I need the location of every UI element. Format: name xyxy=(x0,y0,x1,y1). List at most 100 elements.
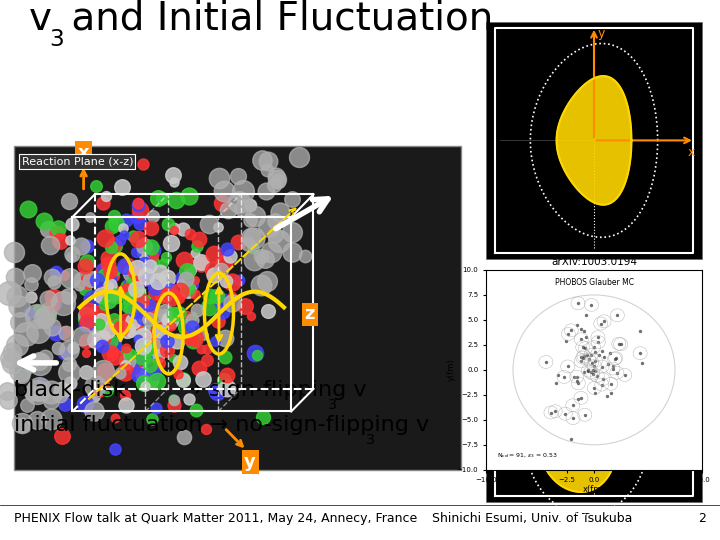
Point xyxy=(121,317,132,326)
Point xyxy=(187,337,199,346)
Point xyxy=(144,361,156,369)
Point xyxy=(583,355,595,364)
Point xyxy=(575,357,587,366)
Point xyxy=(578,368,590,376)
Point xyxy=(609,354,621,363)
Point xyxy=(158,258,169,267)
Point xyxy=(184,334,195,342)
Point xyxy=(184,192,195,201)
Point xyxy=(140,345,152,353)
Point xyxy=(109,292,121,301)
Point xyxy=(52,344,63,353)
Point xyxy=(45,414,57,423)
Point xyxy=(183,284,194,292)
Point xyxy=(76,332,87,340)
Point xyxy=(212,223,224,232)
Point xyxy=(246,232,257,241)
Point xyxy=(571,376,582,385)
Point xyxy=(89,382,100,390)
Text: x: x xyxy=(78,144,89,162)
Point xyxy=(178,433,189,441)
Point xyxy=(120,361,131,369)
Point xyxy=(2,395,14,404)
Point xyxy=(148,369,160,378)
Point xyxy=(101,326,112,335)
Point xyxy=(147,415,158,424)
Point xyxy=(160,293,171,301)
Point xyxy=(261,166,273,174)
Point xyxy=(130,267,141,276)
Point xyxy=(105,337,117,346)
Point xyxy=(156,336,167,345)
Point xyxy=(45,388,57,396)
Text: y: y xyxy=(598,27,605,40)
Point xyxy=(81,336,92,345)
Point xyxy=(98,270,109,279)
Point xyxy=(605,380,616,388)
Point xyxy=(121,325,132,334)
Point xyxy=(201,356,212,364)
Point xyxy=(163,315,174,324)
Point xyxy=(4,354,16,362)
Point xyxy=(177,375,189,384)
Point xyxy=(168,226,179,234)
Point xyxy=(233,238,244,246)
Point xyxy=(31,416,42,424)
Point xyxy=(65,379,76,388)
Point xyxy=(152,194,163,202)
Point xyxy=(86,275,97,284)
Point xyxy=(45,397,57,406)
Point xyxy=(109,267,121,276)
Point xyxy=(127,231,139,240)
Point xyxy=(133,365,145,374)
Point xyxy=(63,367,75,376)
Point xyxy=(161,286,173,295)
Point xyxy=(50,300,62,308)
Point xyxy=(132,235,144,244)
Point xyxy=(226,299,238,308)
Point xyxy=(33,357,45,366)
Point xyxy=(217,199,228,207)
Point xyxy=(111,320,122,328)
Point xyxy=(287,228,298,237)
Point xyxy=(558,373,570,381)
Point xyxy=(193,234,204,243)
Point xyxy=(593,338,604,346)
Point xyxy=(611,311,623,320)
Point xyxy=(592,372,603,380)
Point xyxy=(34,385,45,394)
Point xyxy=(114,236,126,245)
Point xyxy=(572,299,584,308)
FancyBboxPatch shape xyxy=(486,367,702,502)
Point xyxy=(134,301,145,309)
Point xyxy=(164,285,176,294)
Point xyxy=(140,343,152,352)
Point xyxy=(582,366,594,375)
Point xyxy=(226,278,238,287)
Point xyxy=(208,271,220,279)
Point xyxy=(80,348,91,357)
Point xyxy=(159,308,171,316)
Point xyxy=(248,255,260,264)
Point xyxy=(150,288,161,297)
Polygon shape xyxy=(539,388,618,492)
Point xyxy=(79,262,91,271)
Text: Reaction Plane (x-z): Reaction Plane (x-z) xyxy=(22,157,133,167)
Point xyxy=(634,327,646,336)
Point xyxy=(160,288,171,297)
Point xyxy=(258,413,269,421)
Point xyxy=(35,360,46,368)
Point xyxy=(148,308,159,316)
Point xyxy=(102,254,114,262)
Point xyxy=(108,212,120,220)
Point xyxy=(598,353,610,361)
Point xyxy=(166,239,177,247)
Point xyxy=(274,237,285,246)
Point xyxy=(588,383,600,392)
Point xyxy=(120,216,132,225)
Text: y: y xyxy=(598,373,605,386)
Point xyxy=(167,354,179,362)
Point xyxy=(21,329,32,338)
Point xyxy=(125,302,136,311)
Point xyxy=(590,348,601,356)
